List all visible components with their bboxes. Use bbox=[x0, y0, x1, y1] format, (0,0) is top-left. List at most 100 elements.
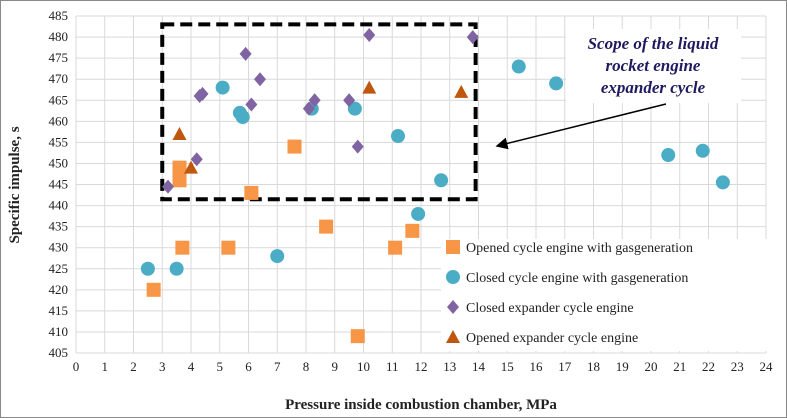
x-tick-label: 10 bbox=[357, 359, 370, 374]
y-tick-label: 440 bbox=[49, 198, 69, 213]
square-point bbox=[388, 240, 403, 255]
y-tick-label: 435 bbox=[49, 219, 69, 234]
x-tick-label: 18 bbox=[587, 359, 600, 374]
circle-point bbox=[347, 101, 362, 116]
circle-point bbox=[661, 148, 676, 163]
legend-entry: Closed expander cycle engine bbox=[466, 301, 634, 316]
square-point bbox=[319, 219, 334, 234]
diamond-point bbox=[363, 27, 376, 42]
square-point bbox=[287, 139, 302, 154]
square-point bbox=[244, 185, 259, 200]
y-tick-label: 450 bbox=[49, 155, 69, 170]
square-point bbox=[172, 173, 187, 188]
legend-square-icon bbox=[446, 240, 460, 254]
x-tick-label: 13 bbox=[443, 359, 456, 374]
x-tick-label: 17 bbox=[558, 359, 572, 374]
y-tick-label: 455 bbox=[49, 134, 69, 149]
x-axis-ticks: 0 1 2 3 4 5 6 7 8 9 10 11 12 13 14 15 16 17 18 19 20 21 22 23 24 bbox=[73, 359, 773, 374]
x-tick-label: 21 bbox=[673, 359, 686, 374]
annotation-line-3: expander cycle bbox=[601, 78, 706, 97]
x-tick-label: 3 bbox=[159, 359, 166, 374]
circle-point bbox=[715, 175, 730, 190]
annotation-line-2: rocket engine bbox=[606, 56, 701, 75]
x-tick-label: 6 bbox=[245, 359, 252, 374]
legend-entry: Opened expander cycle engine bbox=[466, 331, 638, 346]
square-point bbox=[146, 282, 161, 297]
y-tick-label: 405 bbox=[49, 345, 69, 360]
data-points bbox=[140, 27, 730, 344]
legend: Opened cycle engine with gasgeneration Cl… bbox=[446, 240, 693, 346]
diamond-point bbox=[190, 152, 203, 167]
triangle-point bbox=[362, 80, 377, 94]
diamond-point bbox=[466, 30, 479, 45]
y-tick-label: 460 bbox=[49, 113, 69, 128]
x-tick-label: 9 bbox=[332, 359, 339, 374]
legend-diamond-icon bbox=[447, 300, 459, 314]
legend-circle-icon bbox=[446, 270, 460, 284]
triangle-point bbox=[184, 160, 198, 174]
y-tick-label: 465 bbox=[49, 92, 69, 107]
diamond-point bbox=[302, 101, 315, 116]
x-tick-label: 16 bbox=[530, 359, 544, 374]
y-tick-label: 425 bbox=[49, 261, 69, 276]
x-tick-label: 1 bbox=[102, 359, 109, 374]
circle-point bbox=[391, 129, 405, 144]
diamond-point bbox=[254, 72, 266, 87]
y-tick-label: 475 bbox=[49, 50, 69, 65]
x-tick-label: 4 bbox=[188, 359, 195, 374]
circle-point bbox=[169, 261, 184, 276]
circle-point bbox=[549, 76, 564, 91]
square-point bbox=[221, 240, 236, 255]
circle-point bbox=[215, 80, 230, 95]
circle-point bbox=[411, 206, 426, 221]
legend-triangle-icon bbox=[446, 330, 460, 343]
x-tick-label: 11 bbox=[386, 359, 399, 374]
legend-entry: Opened cycle engine with gasgeneration bbox=[466, 241, 693, 256]
x-tick-label: 15 bbox=[501, 359, 514, 374]
y-tick-label: 445 bbox=[49, 177, 69, 192]
triangle-point bbox=[172, 126, 187, 140]
square-point bbox=[405, 223, 420, 238]
x-tick-label: 23 bbox=[731, 359, 744, 374]
circle-point bbox=[140, 261, 155, 276]
x-tick-label: 7 bbox=[274, 359, 281, 374]
diamond-point bbox=[162, 179, 174, 194]
y-tick-label: 470 bbox=[49, 71, 69, 86]
annotation-line-1: Scope of the liquid bbox=[588, 34, 719, 53]
y-tick-label: 415 bbox=[49, 303, 69, 318]
diamond-point bbox=[245, 97, 258, 112]
diamond-point bbox=[308, 93, 321, 108]
y-tick-label: 420 bbox=[49, 282, 69, 297]
y-axis-label: Specific impulse, s bbox=[7, 126, 23, 243]
x-tick-label: 20 bbox=[645, 359, 658, 374]
circle-point bbox=[434, 173, 449, 188]
diamond-point bbox=[239, 46, 252, 61]
diamond-point bbox=[351, 139, 364, 154]
x-tick-label: 2 bbox=[130, 359, 137, 374]
y-tick-label: 480 bbox=[49, 29, 69, 44]
annotation-bg bbox=[566, 29, 741, 103]
circle-point bbox=[235, 110, 250, 125]
circle-point bbox=[695, 143, 710, 158]
x-axis-label: Pressure inside combustion chamber, MPa bbox=[285, 397, 557, 413]
diamond-point bbox=[343, 93, 356, 108]
x-tick-label: 12 bbox=[415, 359, 428, 374]
square-point bbox=[350, 329, 365, 344]
y-tick-label: 410 bbox=[49, 324, 69, 339]
square-point bbox=[172, 160, 187, 175]
legend-bg bbox=[441, 239, 771, 351]
x-tick-label: 24 bbox=[760, 359, 774, 374]
y-tick-label: 485 bbox=[49, 8, 69, 23]
annotation-arrow bbox=[495, 103, 667, 150]
y-tick-label: 430 bbox=[49, 240, 69, 255]
x-tick-label: 5 bbox=[217, 359, 224, 374]
scope-box bbox=[160, 22, 478, 202]
y-axis-ticks: 405 410 415 420 425 430 435 440 445 450 455 460 465 4… bbox=[49, 8, 69, 360]
circle-point bbox=[511, 59, 526, 74]
legend-entry: Closed cycle engine with gasgeneration bbox=[466, 271, 688, 286]
diamond-point bbox=[196, 86, 209, 101]
x-tick-label: 22 bbox=[702, 359, 715, 374]
x-tick-label: 19 bbox=[616, 359, 629, 374]
